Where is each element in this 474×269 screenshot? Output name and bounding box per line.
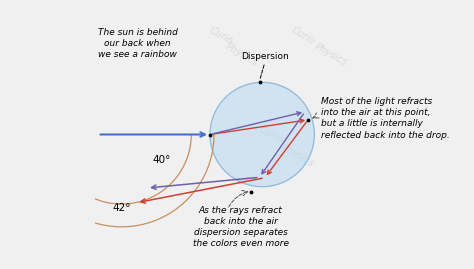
Text: Physics: Physics [312, 41, 348, 68]
Text: Physics: Physics [280, 143, 317, 169]
Circle shape [210, 82, 314, 187]
Text: 42°: 42° [112, 203, 131, 213]
Text: As the rays refract
back into the air
dispersion separates
the colors even more: As the rays refract back into the air di… [193, 206, 289, 248]
Text: Physics: Physics [224, 41, 260, 68]
Text: Most of the light refracts
into the air at this point,
but a little is internall: Most of the light refracts into the air … [321, 97, 450, 140]
Text: 40°: 40° [153, 155, 171, 165]
Text: Curio: Curio [258, 124, 285, 145]
Text: Curio: Curio [207, 25, 234, 46]
Text: The sun is behind
our back when
we see a rainbow: The sun is behind our back when we see a… [98, 28, 178, 59]
Text: Curio: Curio [290, 25, 317, 46]
Text: Dispersion: Dispersion [241, 52, 289, 61]
